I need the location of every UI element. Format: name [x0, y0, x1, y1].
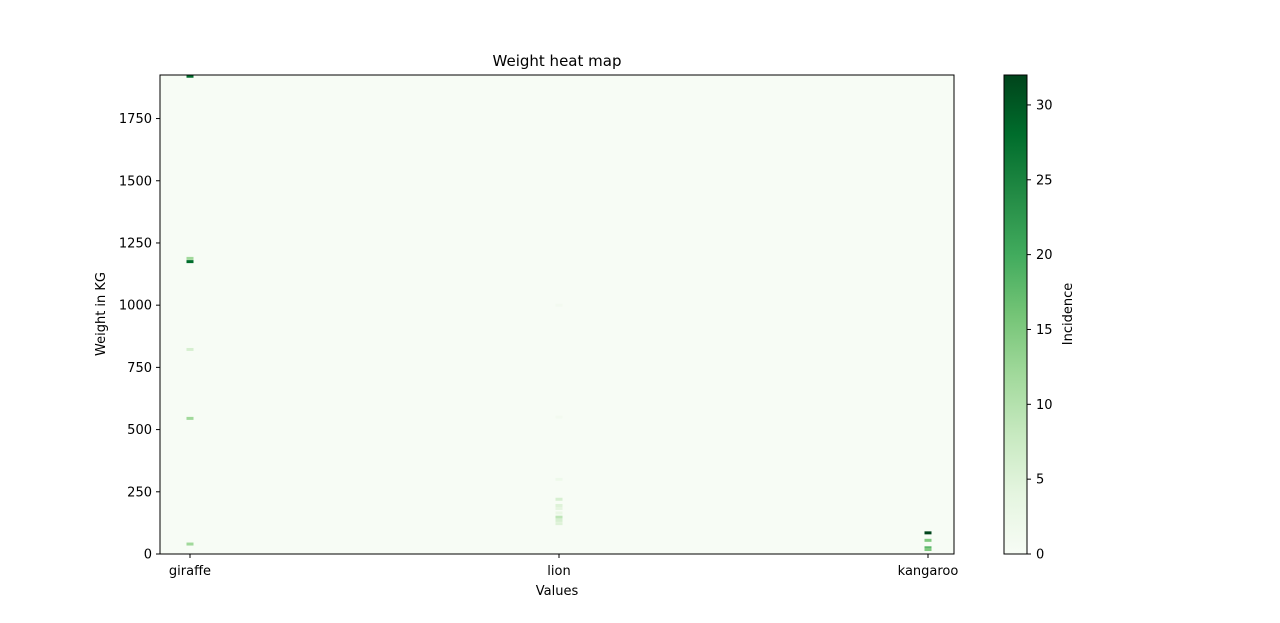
colorbar-tick-label: 10 — [1036, 398, 1053, 413]
colorbar — [1003, 74, 1028, 555]
heat-cell-lion-9 — [555, 497, 563, 501]
y-tick-label: 500 — [127, 423, 152, 438]
heat-cell-kangaroo-16 — [924, 531, 932, 535]
y-axis-title: Weight in KG — [94, 272, 109, 356]
x-tick-label-kangaroo: kangaroo — [898, 564, 959, 579]
y-tick-label: 750 — [127, 361, 152, 376]
x-tick-label-giraffe: giraffe — [169, 564, 211, 579]
y-tick-label: 1000 — [119, 299, 152, 314]
plot-background — [160, 75, 954, 554]
colorbar-axis: 0 5 10 15 20 25 30 — [1027, 98, 1053, 563]
heat-cell-lion-8 — [555, 477, 563, 481]
heat-cell-kangaroo-17 — [924, 538, 932, 542]
heat-cell-lion-15 — [555, 522, 563, 526]
x-tick-label-lion: lion — [547, 564, 570, 579]
x-axis: giraffe lion kangaroo — [169, 554, 958, 579]
heat-cell-lion-10 — [555, 503, 563, 507]
y-axis: 0 250 500 750 1000 1250 1500 1750 — [119, 112, 160, 563]
heat-cell-lion-13 — [555, 515, 563, 519]
colorbar-tick-label: 0 — [1036, 548, 1044, 563]
heat-cell-giraffe-4 — [186, 416, 194, 420]
colorbar-tick-label: 5 — [1036, 473, 1044, 488]
heat-cell-giraffe-0 — [186, 74, 194, 78]
heatmap-cells — [186, 74, 932, 552]
heat-cell-lion-6 — [555, 303, 563, 307]
plot-frame — [159, 74, 955, 555]
heat-cell-giraffe-5 — [186, 542, 194, 546]
y-tick-label: 250 — [127, 485, 152, 500]
colorbar-tick-label: 30 — [1036, 98, 1053, 113]
heat-cell-lion-11 — [555, 506, 563, 510]
y-tick-label: 1250 — [119, 236, 152, 251]
colorbar-tick-label: 15 — [1036, 323, 1053, 338]
y-tick-label: 1750 — [119, 112, 152, 127]
colorbar-tick-label: 25 — [1036, 173, 1053, 188]
heat-cell-giraffe-3 — [186, 347, 194, 351]
heat-cell-lion-12 — [555, 511, 563, 515]
chart-title: Weight heat map — [493, 52, 622, 70]
y-tick-label: 0 — [144, 548, 152, 563]
x-axis-title: Values — [536, 584, 579, 599]
y-tick-label: 1500 — [119, 174, 152, 189]
heat-cell-lion-14 — [555, 518, 563, 522]
heat-cell-kangaroo-19 — [924, 548, 932, 552]
heat-cell-kangaroo-18 — [924, 546, 932, 550]
colorbar-tick-label: 20 — [1036, 248, 1053, 263]
heat-cell-lion-7 — [555, 415, 563, 419]
colorbar-title: Incidence — [1061, 283, 1076, 345]
heat-cell-giraffe-1 — [186, 256, 194, 260]
heat-cell-giraffe-2 — [186, 260, 194, 264]
